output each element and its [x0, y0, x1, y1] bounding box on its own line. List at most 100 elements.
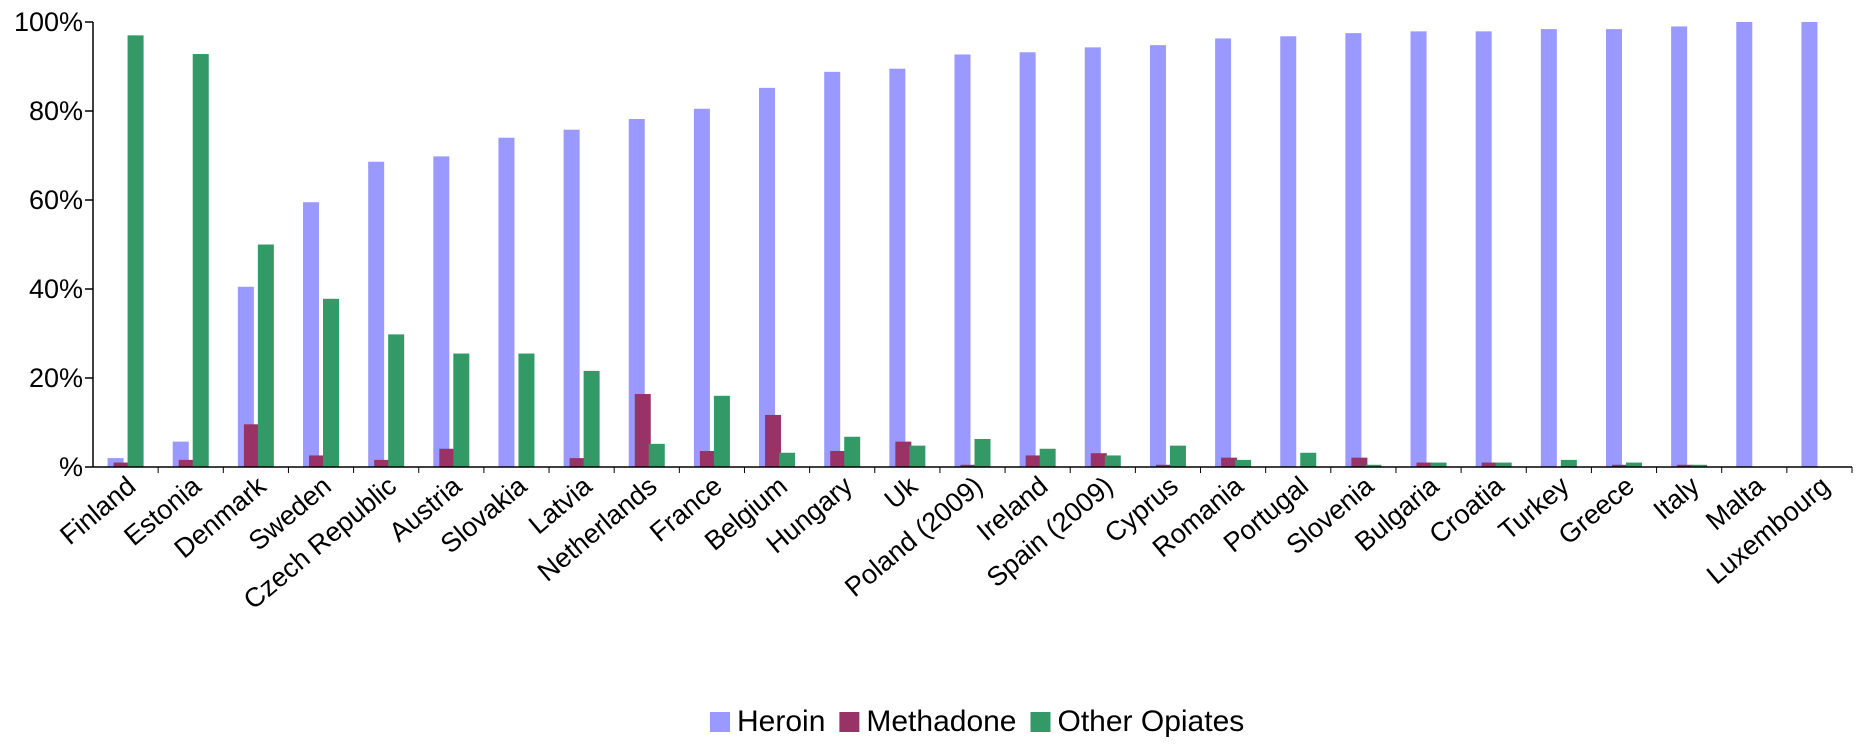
bar-group — [433, 156, 470, 467]
legend-label: Methadone — [866, 705, 1016, 738]
bar-methadone — [634, 394, 651, 467]
x-category-label: Croatia — [1424, 470, 1511, 550]
y-tick-label: 80% — [29, 96, 83, 126]
bar-other-opiates — [1039, 448, 1056, 467]
bar-group — [1540, 29, 1577, 468]
legend-label: Heroin — [737, 705, 825, 738]
bar-other-opiates — [1430, 462, 1447, 467]
bar-group — [1605, 29, 1642, 468]
bar-other-opiates — [974, 438, 991, 467]
bar-other-opiates — [648, 443, 665, 467]
bar-methadone — [1155, 464, 1172, 467]
bar-other-opiates — [779, 452, 796, 467]
bar-group — [1475, 31, 1512, 467]
bar-heroin — [1475, 31, 1492, 467]
bar-methadone — [960, 464, 977, 467]
legend-swatch — [839, 712, 860, 732]
bar-methadone — [439, 448, 456, 467]
bar-methadone — [830, 450, 847, 467]
bar-heroin — [433, 156, 450, 467]
y-tick-label: % — [59, 452, 83, 482]
bar-heroin — [889, 68, 906, 467]
bar-heroin — [1280, 36, 1297, 468]
bar-other-opiates — [388, 334, 405, 467]
bar-methadone — [178, 459, 195, 467]
bar-heroin — [1540, 29, 1557, 468]
bar-heroin — [824, 71, 841, 467]
bar-other-opiates — [583, 370, 600, 467]
bar-heroin — [1671, 26, 1688, 467]
bar-methadone — [1416, 462, 1433, 467]
bar-methadone — [1481, 462, 1498, 467]
bar-methadone — [895, 441, 912, 467]
bar-other-opiates — [453, 353, 470, 467]
bar-other-opiates — [844, 436, 861, 467]
bar-group — [1084, 47, 1121, 468]
bar-methadone — [1351, 457, 1368, 467]
y-tick-label: 100% — [14, 7, 83, 37]
bar-group — [107, 35, 144, 467]
bar-group — [172, 54, 209, 467]
bar-group — [1215, 38, 1252, 468]
bar-group — [954, 54, 991, 468]
bar-other-opiates — [1625, 462, 1642, 467]
bar-methadone — [243, 424, 260, 467]
bar-heroin — [1410, 31, 1427, 467]
y-tick-label: 20% — [29, 363, 83, 393]
bar-group — [1410, 31, 1447, 467]
bar-group — [824, 71, 861, 467]
bar-heroin — [498, 137, 515, 467]
bar-group — [628, 119, 665, 467]
bar-other-opiates — [1300, 452, 1317, 467]
y-tick-label: 40% — [29, 274, 83, 304]
legend-item: Heroin — [710, 705, 825, 738]
legend-item: Other Opiates — [1030, 705, 1245, 738]
bar-other-opiates — [1495, 462, 1512, 467]
bar-other-opiates — [127, 35, 144, 467]
bar-other-opiates — [1691, 464, 1708, 467]
y-axis: % 20% 40% 60% 80% 100% — [14, 7, 94, 482]
bar-methadone — [374, 459, 391, 467]
bar-methadone — [113, 462, 130, 467]
bar-group — [237, 244, 274, 467]
bar-group — [889, 68, 926, 467]
bar-group — [368, 161, 405, 468]
bar-methadone — [569, 458, 586, 467]
bar-heroin — [1345, 33, 1362, 467]
bar-methadone — [699, 450, 716, 467]
bar-group — [303, 202, 340, 467]
y-tick-label: 60% — [29, 185, 83, 215]
bar-methadone — [765, 414, 782, 467]
legend-label: Other Opiates — [1058, 705, 1245, 738]
bar-heroin — [1215, 38, 1232, 468]
bar-group — [1671, 26, 1708, 467]
bar-heroin — [368, 161, 385, 468]
bar-other-opiates — [1169, 445, 1186, 467]
bar-other-opiates — [713, 395, 730, 467]
x-category-label: Greece — [1553, 471, 1640, 551]
bar-other-opiates — [518, 353, 535, 467]
bar-group — [1736, 22, 1753, 467]
legend-swatch — [1030, 712, 1051, 732]
bar-heroin — [1019, 52, 1036, 467]
bar-heroin — [237, 286, 254, 467]
bar-group — [1280, 36, 1317, 468]
bar-heroin — [1736, 22, 1753, 467]
bar-other-opiates — [192, 54, 209, 467]
bar-other-opiates — [1235, 459, 1252, 467]
bar-heroin — [1149, 45, 1166, 467]
bar-heroin — [1605, 29, 1622, 468]
bar-other-opiates — [909, 445, 926, 467]
bar-heroin — [1084, 47, 1101, 468]
bar-heroin — [303, 202, 320, 467]
bar-other-opiates — [1104, 455, 1121, 467]
bar-heroin — [954, 54, 971, 468]
bars — [107, 22, 1818, 468]
bar-methadone — [1025, 455, 1042, 467]
bar-group — [563, 129, 600, 467]
legend-item: Methadone — [839, 705, 1017, 738]
bar-methadone — [1090, 453, 1107, 467]
